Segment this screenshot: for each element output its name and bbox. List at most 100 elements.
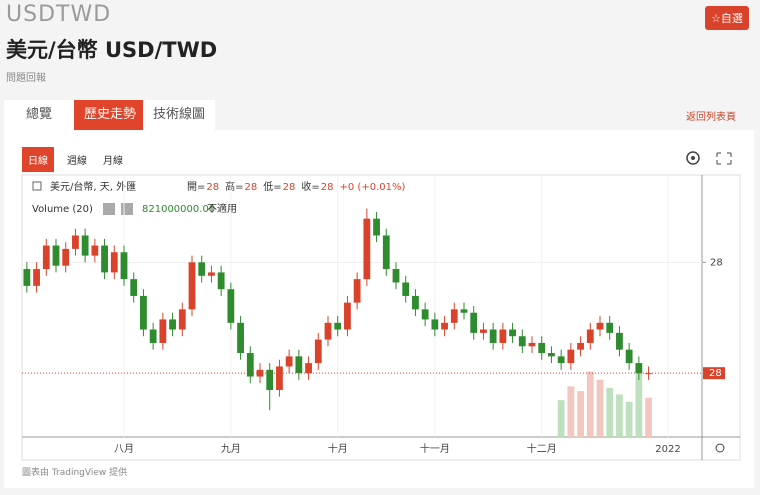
ohlc-change: +0 (+0.01%) [340,182,406,193]
candle-body [169,319,176,330]
candle-body [557,356,565,364]
candle-body [324,322,332,340]
candle-body [528,342,536,347]
tab[interactable]: 技術線圖 [143,100,216,130]
period-tab[interactable]: 週線 [67,156,87,167]
candle-body [567,349,575,364]
ohlc-label: 高= [225,180,243,193]
candle-body [392,269,400,283]
candle-body [363,218,371,280]
volume-bar [616,394,623,437]
x-tick-label: 八月 [114,443,134,455]
credit: 圖表由 TradingView 提供 [22,468,128,478]
candle-body [489,329,497,343]
candle-body [460,309,468,313]
remove-icon[interactable] [121,203,133,215]
axis-settings-icon[interactable] [715,443,725,453]
candle-body [518,336,526,347]
period-tab[interactable]: 月線 [103,156,123,167]
candle-body [606,322,614,333]
x-tick-label: 2022 [655,444,680,455]
instrument-name: 美元/台幣 USD/TWD [6,38,218,62]
volume-bar [635,369,643,437]
symbol: USDTWD [6,2,112,27]
candle-body [421,309,429,320]
tab[interactable]: 總覽 [4,100,74,130]
candle-body [188,262,196,310]
last-price-tag [703,367,725,380]
candle-body [91,245,99,256]
candle-body [266,369,274,390]
candle-body [450,309,458,323]
candle-body [586,329,594,343]
ohlc-value: 28 [283,182,296,193]
candle-body [42,245,50,270]
candle-body [178,309,186,330]
candle-body [23,269,31,286]
last-price-label: 28 [709,368,722,379]
candle-body [295,356,303,374]
volume-bar [606,387,614,437]
candle-body [52,245,60,266]
candle-body [616,332,623,350]
candle-body [625,349,633,364]
candle-body [246,353,254,377]
volume-bar [557,400,565,437]
collapse-icon[interactable] [32,181,42,191]
tab-active[interactable]: 歷史走勢 [74,100,147,130]
candle-body [382,235,390,270]
x-tick-label: 九月 [221,443,241,455]
x-tick-label: 十二月 [527,442,557,455]
volume-value: 821000000.00 [142,204,215,215]
candle-body [33,269,40,286]
candle-body [81,235,89,256]
volume-bar [567,386,575,437]
candle-body [470,312,478,333]
candle-body [645,373,652,375]
candle-body [110,252,118,273]
candle-body [344,302,351,330]
candle-body [159,319,167,343]
candle-body [353,279,361,303]
ohlc-label: 收= [301,180,319,193]
ohlc-value: 28 [245,182,258,193]
ohlc-label: 低= [263,180,281,193]
candle-body [314,339,322,364]
candle-body [130,279,138,296]
candle-body [198,262,206,276]
candle-body [441,322,448,330]
candle-body [101,245,108,273]
candle-body [62,248,70,266]
candle-body [509,329,516,337]
favorite-button[interactable]: ☆自選 [705,6,749,30]
period-tab-active[interactable]: 日線 [22,147,54,172]
candle-body [305,363,312,374]
candle-body [412,295,419,310]
fullscreen-icon[interactable] [716,152,732,165]
candle-body [120,252,128,280]
candle-body [596,322,604,330]
x-tick-label: 十月 [328,442,348,455]
visibility-icon[interactable] [103,203,115,215]
settings-icon[interactable] [686,151,700,165]
x-tick-label: 十一月 [420,442,450,455]
back-link[interactable]: 返回列表頁 [686,112,736,123]
legend-title: 美元/台幣, 天, 外匯 [50,180,136,193]
candle-body [431,319,439,330]
y-tick-label: 28 [710,257,723,268]
candle-body [227,289,235,323]
ohlc-label: 開= [187,181,205,193]
candle-body [72,235,79,249]
report-link[interactable]: 問題回報 [6,73,46,84]
volume-bar [586,371,594,437]
volume-bar [645,397,652,437]
candle-body [276,366,283,390]
candle-body [208,272,215,276]
candle-body [237,322,244,354]
candle-body [285,356,293,367]
chart-frame [21,174,741,461]
ohlc-value: 28 [321,182,334,193]
candle-body [499,329,507,343]
